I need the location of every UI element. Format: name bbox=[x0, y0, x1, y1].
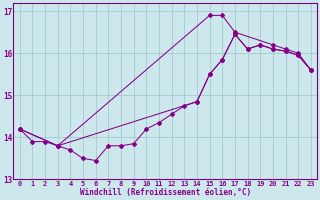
X-axis label: Windchill (Refroidissement éolien,°C): Windchill (Refroidissement éolien,°C) bbox=[80, 188, 251, 197]
